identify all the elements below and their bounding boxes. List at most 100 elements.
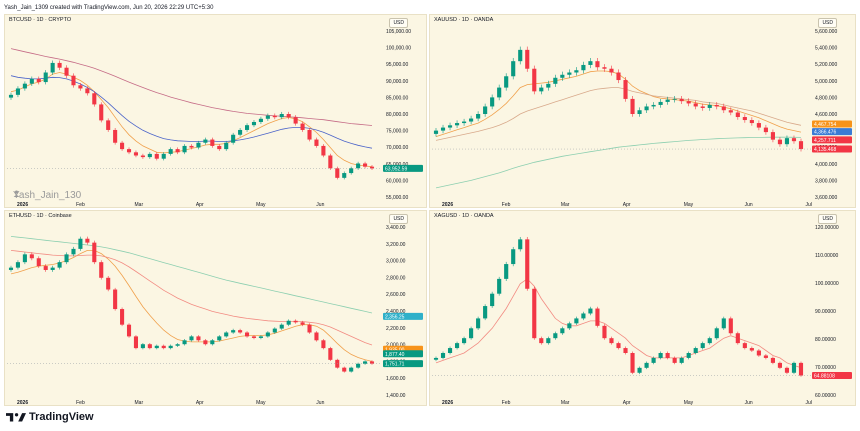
candle-body [539,87,544,92]
moving-average-line [10,236,373,314]
candle-body [231,134,236,143]
xau-chart-svg: 5,600.000 5,400.000 5,200.000 5,000.000 4,80… [432,29,852,208]
candle-body [349,367,354,372]
candle-body [595,61,600,68]
candle-body [217,336,222,341]
moving-average-line [10,75,373,149]
candle-body [784,367,790,373]
candle-body [342,173,347,178]
candle-body [203,340,208,345]
candle-body [272,115,277,118]
candle-body [154,153,159,159]
price-axis-label: 100.00000 [815,281,839,287]
candle-body [602,67,607,69]
candle-body [203,139,208,143]
btc-chart-panel[interactable]: 105,000.00 100,000.00 95,000.00 90,000.00 85… [4,14,427,208]
candle-body [462,338,467,344]
candle-body [328,348,333,360]
price-axis-label: 5,200.000 [815,62,837,68]
candle-body [265,115,270,119]
candle-body [36,78,41,83]
candle-body [64,254,69,263]
candle-body [454,343,460,349]
price-axis-label: 95,000.00 [386,62,408,68]
candle-body [286,114,291,118]
candle-body [106,120,111,130]
chart-header: Yash_Jain_1309 created with TradingView.… [4,5,214,11]
panel-title: BTCUSD · 1D · CRYPTO [9,17,72,23]
candle-body [29,78,34,84]
candle-body [749,348,754,351]
candle-body [672,357,677,363]
xag-chart-panel[interactable]: 120.00000 110.00000 100.00000 90.00000 80.00… [429,210,856,406]
candle-body [175,149,180,153]
candle-body [307,324,312,333]
price-label-tag [812,128,852,136]
candle-body [36,258,41,267]
candle-body [574,318,579,324]
eth-chart-panel[interactable]: 3,400.00 3,200.00 3,000.00 2,800.00 2,600.00… [4,210,427,406]
candle-body [293,117,298,124]
price-axis-label: 3,600.000 [815,195,837,201]
candle-body [630,98,635,114]
xau-chart-panel[interactable]: 5,600.000 5,400.000 5,200.000 5,000.000 4,80… [429,14,856,208]
candle-body [71,75,76,86]
candle-body [742,117,747,121]
candle-body [581,313,586,319]
candle-body [447,348,453,353]
candle-body [462,121,467,124]
candle-body [50,62,55,73]
currency-button[interactable]: USD [389,214,408,224]
price-axis-label: 55,000.00 [386,195,408,201]
time-axis-label: Feb [76,400,85,406]
candle-body [335,168,340,178]
candle-body [735,333,740,344]
candle-body [588,308,593,314]
candle-body [686,101,691,104]
candle-body [126,149,132,153]
candle-body [147,153,152,158]
candle-body [644,362,649,368]
candle-body [440,353,446,358]
candle-body [504,76,509,88]
currency-button[interactable]: USD [818,18,837,28]
price-axis-label: 100,000.00 [386,46,411,52]
candle-body [721,318,726,329]
time-axis-label: 2026 [17,202,28,208]
candle-body [433,357,439,360]
time-axis-label: Apr [196,400,204,406]
candle-body [363,163,368,167]
moving-average-line [10,48,373,126]
chart-grid: 105,000.00 100,000.00 95,000.00 90,000.00 85… [4,14,856,406]
candle-body [784,138,790,145]
moving-average-line [435,87,802,141]
price-label-tag [812,136,852,144]
candle-body [300,322,305,325]
time-axis-label: Apr [623,202,631,208]
candle-body [665,99,670,102]
candle-body [99,262,104,278]
candle-body [231,330,236,333]
candle-body [363,361,368,364]
price-label-tag [812,120,852,128]
candle-body [85,88,90,94]
eth-chart-svg: 3,400.00 3,200.00 3,000.00 2,800.00 2,600.00… [7,225,423,406]
candle-body [258,118,263,122]
candle-body [581,64,586,71]
tradingview-footer[interactable]: TradingView [6,409,94,425]
tradingview-logo-icon [6,413,26,422]
candle-body [349,168,354,174]
candle-body [602,325,607,339]
candle-body [244,332,250,337]
candle-body [447,125,453,128]
candle-body [595,308,600,326]
user-icon [13,190,20,197]
time-axis-label: Jun [316,202,324,208]
candle-body [609,68,614,73]
price-label-text: 1,935.00 [385,347,405,353]
currency-button[interactable]: USD [818,214,837,224]
time-axis-label: May [684,400,694,406]
currency-button[interactable]: USD [389,18,408,28]
candle-body [735,112,740,118]
time-axis-label: Jun [745,202,753,208]
